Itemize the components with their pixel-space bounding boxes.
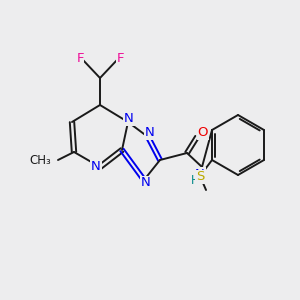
Text: F: F xyxy=(76,52,84,65)
Text: O: O xyxy=(198,127,208,140)
Text: CH₃: CH₃ xyxy=(29,154,51,166)
Text: S: S xyxy=(196,170,204,184)
Text: N: N xyxy=(145,127,155,140)
Text: H: H xyxy=(190,175,200,188)
Text: N: N xyxy=(124,112,134,125)
Text: F: F xyxy=(116,52,124,65)
Text: N: N xyxy=(141,176,151,190)
Text: N: N xyxy=(91,160,101,173)
Text: N: N xyxy=(195,167,205,181)
